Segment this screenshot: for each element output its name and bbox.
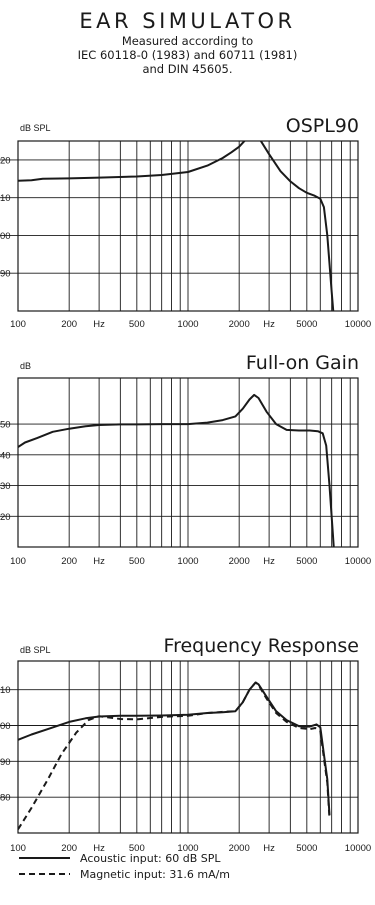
- x-tick-label: Hz: [263, 319, 275, 330]
- x-tick-label: 100: [10, 556, 26, 567]
- chart-title: OSPL90: [286, 115, 359, 137]
- x-tick-label: Hz: [263, 843, 275, 854]
- series-line-2: [18, 681, 331, 830]
- y-tick-label: 90: [0, 269, 11, 280]
- y-tick-label: 10: [0, 193, 11, 204]
- series-line-1: [18, 393, 335, 547]
- chart-title: Frequency Response: [164, 635, 359, 657]
- y-axis-unit-label: dB SPL: [20, 123, 51, 133]
- y-tick-label: 00: [0, 721, 11, 732]
- x-tick-label: Hz: [93, 843, 105, 854]
- y-tick-label: 50: [0, 420, 11, 431]
- plot-frame: [17, 660, 359, 834]
- x-tick-label: 10000: [345, 556, 371, 567]
- y-tick-label: 80: [0, 793, 11, 804]
- y-tick-label: 30: [0, 481, 11, 492]
- x-tick-label: 10000: [345, 319, 371, 330]
- y-tick-label: 20: [0, 512, 11, 523]
- x-tick-label: 200: [61, 556, 77, 567]
- legend-label: Magnetic input: 31.6 mA/m: [80, 868, 230, 881]
- header: EAR SIMULATOR Measured according to IEC …: [0, 0, 375, 76]
- x-tick-label: 1000: [177, 319, 198, 330]
- x-tick-label: 1000: [177, 843, 198, 854]
- x-tick-label: 5000: [296, 556, 317, 567]
- y-tick-label: 40: [0, 450, 11, 461]
- x-tick-label: 500: [129, 843, 145, 854]
- chart-title: Full-on Gain: [246, 352, 359, 374]
- x-tick-label: 200: [61, 319, 77, 330]
- page-title: EAR SIMULATOR: [79, 9, 296, 33]
- x-tick-label: 10000: [345, 843, 371, 854]
- y-axis-unit-label: dB SPL: [20, 645, 51, 655]
- x-tick-label: 5000: [296, 843, 317, 854]
- y-tick-label: 20: [0, 155, 11, 166]
- x-tick-label: Hz: [93, 556, 105, 567]
- subtitle-line-3: and DIN 45605.: [142, 62, 233, 76]
- subtitle-line-2: IEC 60118-0 (1983) and 60711 (1981): [77, 48, 298, 62]
- chart-panel-2: 50 40 30 20 100 200 Hz 500 1000 2000 Hz 5000 10000 dB…: [0, 352, 371, 567]
- x-tick-label: 100: [10, 319, 26, 330]
- series-line-1: [18, 141, 335, 311]
- legend-label: Acoustic input: 60 dB SPL: [80, 852, 221, 865]
- y-tick-label: 10: [0, 685, 11, 696]
- x-tick-label: 200: [61, 843, 77, 854]
- plot-frame: [17, 377, 359, 548]
- x-tick-label: 2000: [229, 556, 250, 567]
- x-tick-label: 5000: [296, 319, 317, 330]
- subtitle-line-1: Measured according to: [121, 34, 254, 48]
- x-tick-label: 100: [10, 843, 26, 854]
- y-axis-unit-label: dB: [20, 361, 31, 371]
- plot-frame: [17, 140, 359, 312]
- x-tick-label: 500: [129, 556, 145, 567]
- x-tick-label: 2000: [229, 319, 250, 330]
- x-tick-label: 2000: [229, 843, 250, 854]
- y-tick-label: 90: [0, 757, 11, 768]
- x-tick-label: 1000: [177, 556, 198, 567]
- y-tick-label: 00: [0, 231, 11, 242]
- x-tick-label: Hz: [263, 556, 275, 567]
- x-tick-label: 500: [129, 319, 145, 330]
- x-tick-label: Hz: [93, 319, 105, 330]
